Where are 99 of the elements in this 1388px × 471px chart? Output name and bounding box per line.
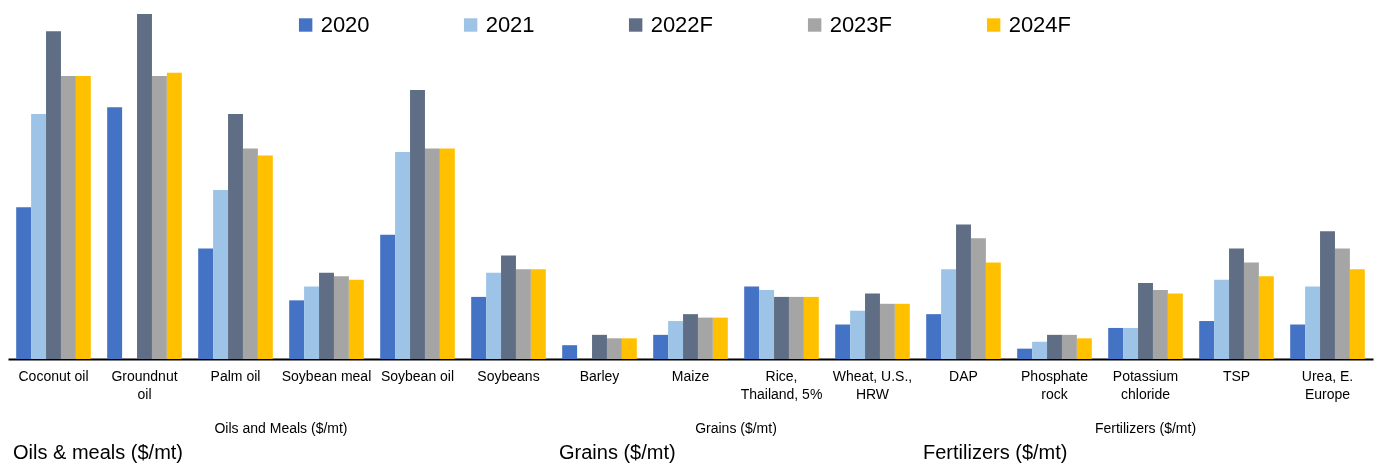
x-tick-label: TSP bbox=[1222, 367, 1251, 384]
bar bbox=[712, 317, 728, 359]
bar bbox=[653, 334, 669, 359]
bar bbox=[1320, 231, 1335, 359]
x-tick-label: Coconut oil bbox=[18, 367, 89, 384]
bar bbox=[1305, 286, 1321, 359]
legend-label: 2021 bbox=[485, 12, 535, 37]
bar bbox=[304, 286, 320, 359]
bar bbox=[879, 303, 895, 359]
bar bbox=[486, 272, 502, 359]
x-tick-label: Rice, Thailand, 5% bbox=[740, 367, 823, 402]
x-tick-label: Soybeans bbox=[477, 367, 540, 384]
bar bbox=[137, 14, 152, 359]
bar bbox=[46, 31, 61, 359]
bar bbox=[894, 303, 910, 359]
bar bbox=[257, 155, 273, 359]
bar bbox=[410, 89, 425, 359]
bar bbox=[424, 148, 440, 359]
bar bbox=[970, 238, 986, 359]
bar bbox=[759, 290, 775, 359]
bar bbox=[1108, 327, 1124, 359]
x-tick-label: Barley bbox=[579, 367, 620, 384]
bar bbox=[683, 314, 698, 359]
legend-label: 2020 bbox=[320, 12, 370, 37]
bar bbox=[1290, 324, 1306, 359]
bar bbox=[348, 279, 364, 359]
bar bbox=[744, 286, 760, 359]
bar bbox=[1076, 338, 1092, 359]
bar bbox=[1349, 269, 1365, 359]
bar bbox=[562, 345, 578, 359]
bar bbox=[1167, 293, 1183, 359]
bar bbox=[1017, 348, 1033, 359]
bar bbox=[1032, 341, 1048, 359]
bar bbox=[60, 76, 76, 359]
bar bbox=[515, 269, 531, 359]
x-tick-label: Phosphate rock bbox=[1021, 367, 1089, 402]
bar bbox=[380, 234, 396, 359]
bar bbox=[31, 114, 47, 359]
bar bbox=[16, 207, 32, 359]
bar bbox=[850, 310, 866, 359]
x-tick-label: Soybean meal bbox=[281, 367, 372, 384]
bar bbox=[166, 72, 182, 359]
text: Fertilizers ($/mt) bbox=[923, 441, 1068, 463]
text: Grains ($/mt) bbox=[559, 441, 676, 463]
bar bbox=[151, 76, 167, 359]
bar bbox=[1334, 248, 1350, 359]
x-tick-label: Groundnut oil bbox=[111, 367, 178, 402]
x-tick-label: DAP bbox=[949, 367, 978, 384]
bar bbox=[621, 338, 637, 359]
bar bbox=[592, 334, 607, 359]
text: Oils and Meals ($/mt) bbox=[214, 420, 348, 436]
bar bbox=[75, 76, 91, 359]
bar bbox=[668, 321, 684, 359]
bar bbox=[333, 276, 349, 359]
bar bbox=[198, 248, 214, 359]
bar bbox=[107, 107, 123, 359]
bar bbox=[289, 300, 305, 359]
bar bbox=[956, 224, 971, 359]
bar bbox=[1138, 283, 1153, 359]
bar bbox=[1047, 334, 1062, 359]
bar bbox=[835, 324, 851, 359]
bar bbox=[530, 269, 546, 359]
bar bbox=[471, 296, 487, 359]
text: Oils & meals ($/mt) bbox=[13, 441, 184, 463]
bar bbox=[319, 272, 334, 359]
bar bbox=[1123, 327, 1139, 359]
bar bbox=[1152, 290, 1168, 359]
bar bbox=[1258, 276, 1274, 359]
bar bbox=[1214, 279, 1230, 359]
x-tick-label: Soybean oil bbox=[380, 367, 455, 384]
legend-label: 2022F bbox=[650, 12, 714, 37]
legend-label: 2024F bbox=[1008, 12, 1072, 37]
legend-label: 2023F bbox=[829, 12, 893, 37]
bar bbox=[439, 148, 455, 359]
bar bbox=[788, 296, 804, 359]
text: Grains ($/mt) bbox=[695, 420, 777, 436]
x-tick-label: Palm oil bbox=[210, 367, 261, 384]
bar bbox=[242, 148, 258, 359]
text: Fertilizers ($/mt) bbox=[1094, 420, 1197, 436]
bar bbox=[395, 152, 411, 359]
bar bbox=[1199, 321, 1215, 359]
bar bbox=[1061, 334, 1077, 359]
x-tick-label: Wheat, U.S., HRW bbox=[832, 367, 913, 402]
bar bbox=[985, 262, 1001, 359]
bar bbox=[926, 314, 942, 359]
x-tick-label: Potassium chloride bbox=[1112, 367, 1179, 402]
bar bbox=[1229, 248, 1244, 359]
bar bbox=[774, 296, 789, 359]
bar bbox=[865, 293, 880, 359]
bar bbox=[803, 296, 819, 359]
bar bbox=[606, 338, 622, 359]
bar bbox=[228, 114, 243, 359]
bar bbox=[941, 269, 957, 359]
bar bbox=[1243, 262, 1259, 359]
bar bbox=[213, 189, 229, 359]
bar bbox=[697, 317, 713, 359]
x-tick-label: Urea, E. Europe bbox=[1301, 367, 1354, 402]
x-tick-label: Maize bbox=[671, 367, 710, 384]
bar bbox=[501, 255, 516, 359]
